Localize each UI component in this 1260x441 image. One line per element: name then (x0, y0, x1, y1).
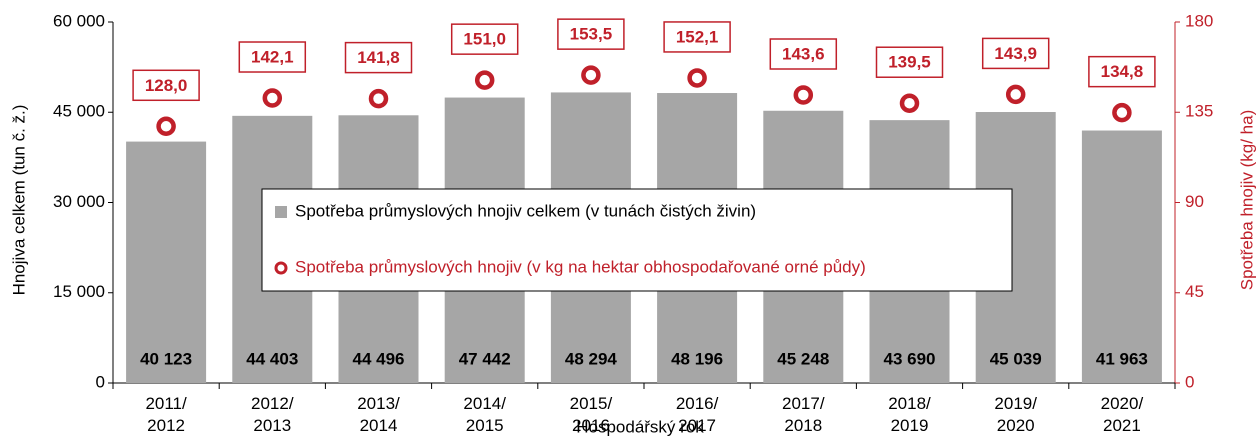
point-value-label: 128,0 (145, 76, 188, 95)
point (368, 88, 389, 109)
value-label-box (769, 38, 838, 70)
x-tick-line: 2013 (253, 416, 291, 435)
point-value-label: 141,8 (357, 48, 400, 67)
y-tick-label: 30 000 (53, 192, 105, 211)
point (1005, 84, 1026, 105)
point (474, 70, 495, 90)
bar-value-label: 43 690 (884, 349, 936, 368)
x-axis-title: Hospodářský rok (576, 417, 704, 436)
x-tick-line: 2014 (360, 416, 398, 435)
x-tick-line: 2016 (572, 416, 610, 435)
point (899, 93, 920, 113)
value-label-box (981, 37, 1050, 70)
x-tick-label: 2013/2014 (357, 394, 400, 435)
x-tick-line: 2018/ (888, 394, 931, 413)
point-value-label: 153,5 (570, 25, 613, 44)
y2-tick-label: 180 (1185, 11, 1213, 30)
point (1112, 102, 1132, 123)
point-value-label: 134,8 (1101, 62, 1144, 81)
point (262, 88, 283, 108)
y-tick-label: 60 000 (53, 11, 105, 30)
bar-value-label: 44 403 (246, 349, 298, 368)
value-label-box (450, 23, 519, 55)
x-tick-line: 2017/ (782, 394, 825, 413)
x-tick-line: 2016/ (676, 394, 719, 413)
x-tick-line: 2021 (1103, 416, 1141, 435)
legend-swatch (275, 206, 287, 218)
point-value-label: 143,6 (782, 44, 825, 63)
bar-value-label: 41 963 (1096, 349, 1148, 368)
point-value-label: 142,1 (251, 47, 294, 66)
x-tick-label: 2011/2012 (145, 394, 187, 435)
y-tick-label: 0 (96, 372, 105, 391)
bar-value-label: 48 294 (565, 349, 618, 368)
point-value-label: 151,0 (463, 30, 506, 49)
x-tick-line: 2011/ (145, 394, 187, 413)
x-tick-line: 2012/ (251, 394, 294, 413)
value-label-box (344, 41, 413, 74)
point (793, 85, 814, 105)
value-label-box (663, 21, 731, 53)
x-tick-label: 2012/2013 (251, 394, 294, 435)
value-label-box (1088, 55, 1156, 88)
value-label-box (132, 69, 200, 102)
y2-axis-title: Spotřeba hnojiv (kg/ ha) (1237, 110, 1256, 291)
point (581, 65, 601, 85)
point-value-label: 152,1 (676, 27, 719, 46)
y2-tick-label: 90 (1185, 192, 1204, 211)
x-tick-line: 2019 (891, 416, 929, 435)
x-tick-label: 2017/2018 (782, 394, 825, 435)
y2-tick-label: 45 (1185, 282, 1204, 301)
point (156, 116, 176, 137)
x-tick-line: 2012 (147, 416, 185, 435)
bar (1081, 130, 1162, 383)
bar-value-label: 45 039 (990, 349, 1042, 368)
bar (126, 141, 207, 383)
value-label-box (875, 46, 944, 78)
x-tick-line: 2018 (784, 416, 822, 435)
x-tick-line: 2013/ (357, 394, 400, 413)
y2-tick-label: 135 (1185, 102, 1213, 121)
legend-label: Spotřeba průmyslových hnojiv celkem (v t… (295, 201, 756, 220)
value-label-box (238, 41, 307, 73)
point-value-label: 139,5 (888, 53, 931, 72)
x-tick-label: 2020/2021 (1101, 394, 1144, 435)
y-tick-label: 45 000 (53, 102, 105, 121)
x-tick-line: 2020/ (1101, 394, 1144, 413)
bar-value-label: 47 442 (459, 349, 511, 368)
legend-swatch (274, 261, 288, 275)
x-tick-label: 2016/2017 (676, 394, 719, 435)
legend (261, 188, 1013, 292)
x-tick-label: 2015/2016 (570, 394, 613, 435)
point-value-label: 143,9 (994, 44, 1037, 63)
x-tick-line: 2020 (997, 416, 1035, 435)
legend-label: Spotřeba průmyslových hnojiv (v kg na he… (295, 257, 866, 276)
x-tick-line: 2015/ (570, 394, 613, 413)
point (687, 68, 707, 88)
y-tick-label: 15 000 (53, 282, 105, 301)
bar-value-label: 40 123 (140, 349, 192, 368)
x-tick-line: 2019/ (994, 394, 1037, 413)
bar-value-label: 45 248 (777, 349, 829, 368)
x-tick-line: 2015 (466, 416, 504, 435)
x-tick-label: 2019/2020 (994, 394, 1037, 435)
y-axis-title: Hnojiva celkem (tun č. ž.) (9, 105, 28, 296)
x-tick-line: 2014/ (463, 394, 506, 413)
x-tick-line: 2017 (678, 416, 716, 435)
x-tick-label: 2014/2015 (463, 394, 506, 435)
value-label-box (557, 18, 625, 50)
bar-value-label: 44 496 (353, 349, 405, 368)
x-tick-label: 2018/2019 (888, 394, 931, 435)
bar-value-label: 48 196 (671, 349, 723, 368)
y2-tick-label: 0 (1185, 372, 1194, 391)
